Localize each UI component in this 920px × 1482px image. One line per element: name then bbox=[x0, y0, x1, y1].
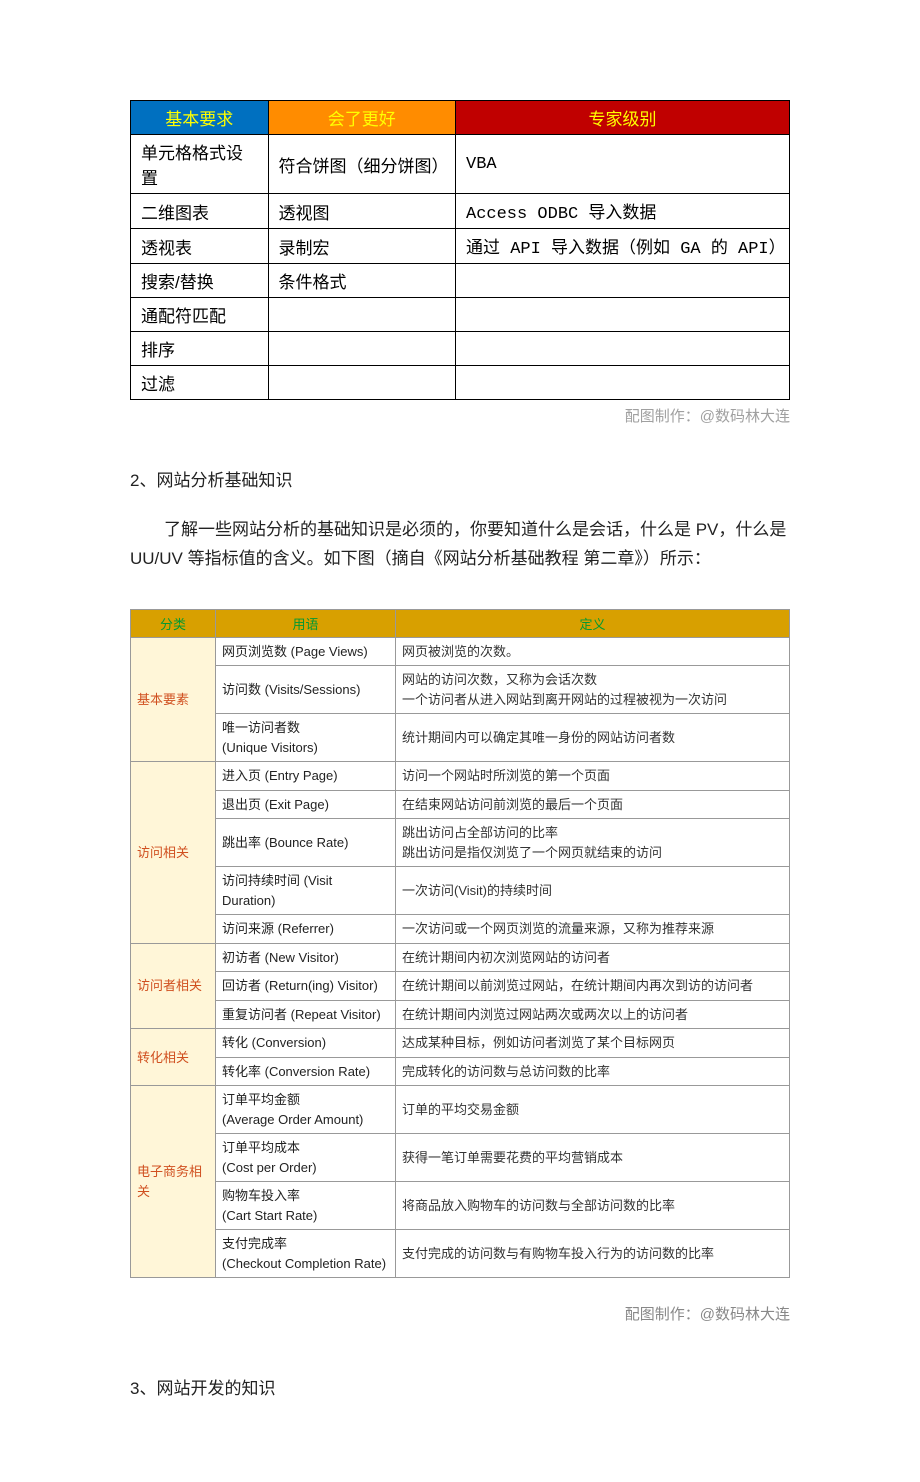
term-name: 网页浏览数 (Page Views) bbox=[216, 637, 396, 666]
term-def: 跳出访问占全部访问的比率跳出访问是指仅浏览了一个网页就结束的访问 bbox=[396, 819, 790, 867]
term-def: 一次访问或一个网页浏览的流量来源，又称为推荐来源 bbox=[396, 915, 790, 944]
table-cell: VBA bbox=[456, 135, 790, 194]
term-def: 将商品放入购物车的访问数与全部访问数的比率 bbox=[396, 1182, 790, 1230]
table-cell bbox=[268, 366, 456, 400]
image-credit-1: 配图制作：@数码林大连 bbox=[130, 405, 790, 426]
term-name: 初访者 (New Visitor) bbox=[216, 943, 396, 972]
term-category: 访问者相关 bbox=[131, 943, 216, 1029]
term-name: 跳出率 (Bounce Rate) bbox=[216, 819, 396, 867]
term-def: 在统计期间内初次浏览网站的访问者 bbox=[396, 943, 790, 972]
term-category: 基本要素 bbox=[131, 637, 216, 762]
term-name: 进入页 (Entry Page) bbox=[216, 762, 396, 791]
table-cell: 符合饼图（细分饼图） bbox=[268, 135, 456, 194]
term-category: 电子商务相关 bbox=[131, 1086, 216, 1278]
section-3-title: 3、网站开发的知识 bbox=[130, 1374, 790, 1399]
table-cell: 通过 API 导入数据（例如 GA 的 API） bbox=[456, 229, 790, 264]
table-cell bbox=[268, 332, 456, 366]
term-name: 购物车投入率(Cart Start Rate) bbox=[216, 1182, 396, 1230]
term-name: 退出页 (Exit Page) bbox=[216, 790, 396, 819]
term-def: 订单的平均交易金额 bbox=[396, 1086, 790, 1134]
table-cell: 通配符匹配 bbox=[131, 298, 269, 332]
term-def: 完成转化的访问数与总访问数的比率 bbox=[396, 1057, 790, 1086]
term-name: 访问数 (Visits/Sessions) bbox=[216, 666, 396, 714]
table-cell: Access ODBC 导入数据 bbox=[456, 194, 790, 229]
table-cell: 录制宏 bbox=[268, 229, 456, 264]
term-name: 唯一访问者数(Unique Visitors) bbox=[216, 714, 396, 762]
table-cell bbox=[456, 264, 790, 298]
term-name: 支付完成率(Checkout Completion Rate) bbox=[216, 1230, 396, 1278]
table-cell: 单元格格式设置 bbox=[131, 135, 269, 194]
term-def: 在统计期间内浏览过网站两次或两次以上的访问者 bbox=[396, 1000, 790, 1029]
term-def: 一次访问(Visit)的持续时间 bbox=[396, 867, 790, 915]
term-def: 支付完成的访问数与有购物车投入行为的访问数的比率 bbox=[396, 1230, 790, 1278]
table-cell bbox=[456, 366, 790, 400]
terminology-table: 分类 用语 定义 基本要素 网页浏览数 (Page Views) 网页被浏览的次… bbox=[130, 609, 790, 1279]
term-def: 获得一笔订单需要花费的平均营销成本 bbox=[396, 1134, 790, 1182]
term-name: 转化 (Conversion) bbox=[216, 1029, 396, 1058]
term-header-category: 分类 bbox=[131, 609, 216, 637]
term-header-definition: 定义 bbox=[396, 609, 790, 637]
skills-table: 基本要求 会了更好 专家级别 单元格格式设置 符合饼图（细分饼图） VBA 二维… bbox=[130, 100, 790, 400]
table-cell bbox=[268, 298, 456, 332]
skills-header-expert: 专家级别 bbox=[456, 101, 790, 135]
term-def: 在统计期间以前浏览过网站，在统计期间内再次到访的访问者 bbox=[396, 972, 790, 1001]
term-name: 转化率 (Conversion Rate) bbox=[216, 1057, 396, 1086]
term-name: 订单平均成本(Cost per Order) bbox=[216, 1134, 396, 1182]
table-cell: 二维图表 bbox=[131, 194, 269, 229]
table-cell bbox=[456, 298, 790, 332]
table-cell bbox=[456, 332, 790, 366]
term-name: 访问持续时间 (Visit Duration) bbox=[216, 867, 396, 915]
image-credit-2: 配图制作：@数码林大连 bbox=[130, 1303, 790, 1324]
term-name: 回访者 (Return(ing) Visitor) bbox=[216, 972, 396, 1001]
table-cell: 搜索/替换 bbox=[131, 264, 269, 298]
table-cell: 透视表 bbox=[131, 229, 269, 264]
term-def: 在结束网站访问前浏览的最后一个页面 bbox=[396, 790, 790, 819]
table-cell: 透视图 bbox=[268, 194, 456, 229]
term-name: 重复访问者 (Repeat Visitor) bbox=[216, 1000, 396, 1029]
term-def: 访问一个网站时所浏览的第一个页面 bbox=[396, 762, 790, 791]
section-2-title: 2、网站分析基础知识 bbox=[130, 466, 790, 491]
table-cell: 排序 bbox=[131, 332, 269, 366]
term-def: 统计期间内可以确定其唯一身份的网站访问者数 bbox=[396, 714, 790, 762]
section-2-paragraph: 了解一些网站分析的基础知识是必须的，你要知道什么是会话，什么是 PV，什么是 U… bbox=[130, 516, 790, 574]
skills-header-basic: 基本要求 bbox=[131, 101, 269, 135]
term-def: 网站的访问次数，又称为会话次数一个访问者从进入网站到离开网站的过程被视为一次访问 bbox=[396, 666, 790, 714]
table-cell: 条件格式 bbox=[268, 264, 456, 298]
term-def: 达成某种目标，例如访问者浏览了某个目标网页 bbox=[396, 1029, 790, 1058]
table-cell: 过滤 bbox=[131, 366, 269, 400]
term-name: 订单平均金额(Average Order Amount) bbox=[216, 1086, 396, 1134]
term-name: 访问来源 (Referrer) bbox=[216, 915, 396, 944]
term-category: 转化相关 bbox=[131, 1029, 216, 1086]
skills-header-better: 会了更好 bbox=[268, 101, 456, 135]
term-category: 访问相关 bbox=[131, 762, 216, 944]
term-header-term: 用语 bbox=[216, 609, 396, 637]
term-def: 网页被浏览的次数。 bbox=[396, 637, 790, 666]
